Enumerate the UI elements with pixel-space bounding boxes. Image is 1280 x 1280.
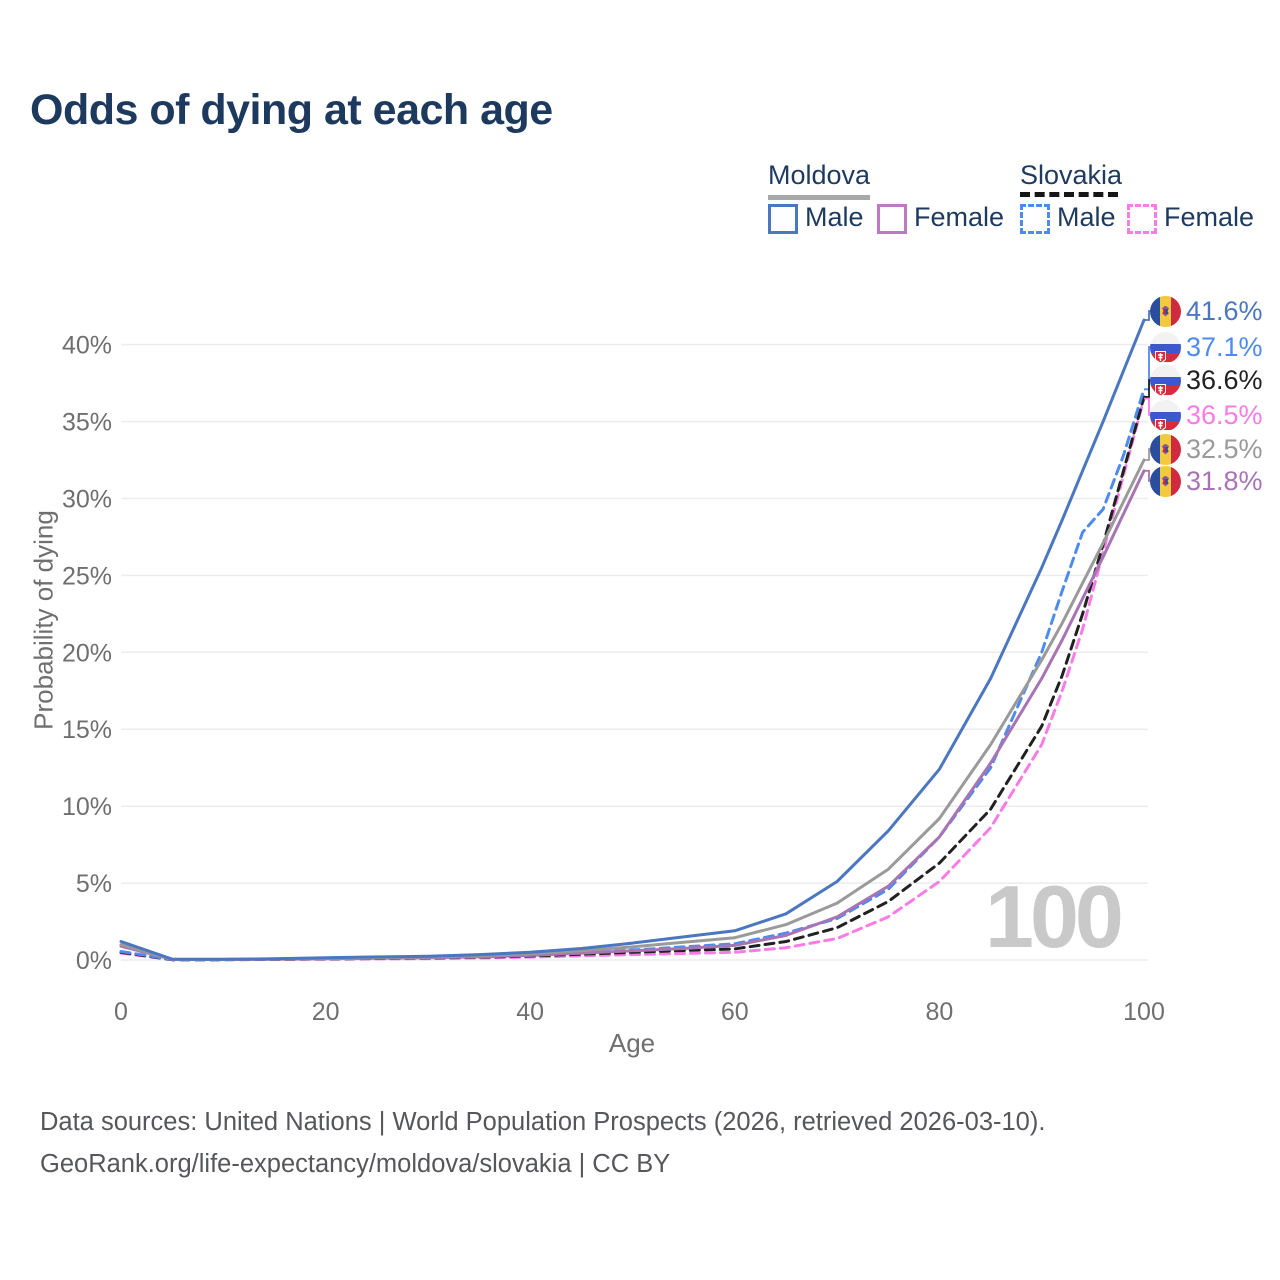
moldova-solid-line-sample [768,195,870,200]
end-label-slovakia-male: 37.1% [1150,331,1263,363]
series-line-moldova-male [119,318,1146,961]
legend-swatch-slovakia-female[interactable] [1127,204,1157,234]
y-tick-label: 25% [62,562,112,590]
x-tick-label: 40 [516,998,544,1026]
moldova-flag-icon [1150,465,1181,497]
legend-group-moldova: Moldova [768,160,871,190]
slovakia-flag-icon [1150,399,1181,431]
end-label-slovakia-total: 36.6% [1150,364,1263,396]
x-tick-label: 20 [312,998,340,1026]
y-axis-title: Probability of dying [28,510,59,730]
y-tick-label: 30% [62,486,112,514]
end-value: 31.8% [1186,465,1263,496]
slovakia-dashed-line-sample [1020,192,1118,197]
y-tick-label: 15% [62,716,112,744]
y-tick-label: 10% [62,793,112,821]
y-tick-label: 40% [62,332,112,360]
legend-item-slovakia-male[interactable]: Male [1057,202,1116,232]
end-label-moldova-total: 32.5% [1150,433,1263,465]
legend-swatch-moldova-female[interactable] [877,204,907,234]
slovakia-flag-icon [1150,331,1181,363]
data-sources-line: Data sources: United Nations | World Pop… [40,1108,1046,1136]
legend-group-slovakia: Slovakia [1020,160,1123,190]
attribution-line: GeoRank.org/life-expectancy/moldova/slov… [40,1150,671,1178]
legend-item-moldova-female[interactable]: Female [914,202,1005,232]
legend-swatch-moldova-male[interactable] [768,204,798,234]
end-label-slovakia-female: 36.5% [1150,399,1263,431]
end-value: 41.6% [1186,295,1263,326]
slovakia-flag-icon [1150,364,1181,396]
legend-item-slovakia-female[interactable]: Female [1164,202,1255,232]
y-tick-label: 0% [76,947,112,975]
moldova-flag-icon [1150,295,1181,327]
x-tick-label: 100 [1123,998,1165,1026]
x-axis-title: Age [608,1028,656,1058]
x-tick-label: 60 [721,998,749,1026]
x-tick-label: 80 [925,998,953,1026]
end-value: 32.5% [1186,433,1263,464]
end-value: 37.1% [1186,331,1263,362]
legend-swatch-slovakia-male[interactable] [1020,204,1050,234]
age-watermark: 100 [985,867,1124,966]
y-tick-label: 20% [62,639,112,667]
moldova-flag-icon [1150,433,1181,465]
end-value: 36.5% [1186,399,1263,430]
legend-item-moldova-male[interactable]: Male [805,202,864,232]
y-tick-label: 5% [76,870,112,898]
x-tick-label: 0 [114,998,128,1026]
end-label-moldova-female: 31.8% [1150,465,1263,497]
y-tick-label: 35% [62,409,112,437]
end-label-moldova-male: 41.6% [1150,295,1263,327]
end-value: 36.6% [1186,364,1263,395]
page-title: Odds of dying at each age [30,86,553,134]
